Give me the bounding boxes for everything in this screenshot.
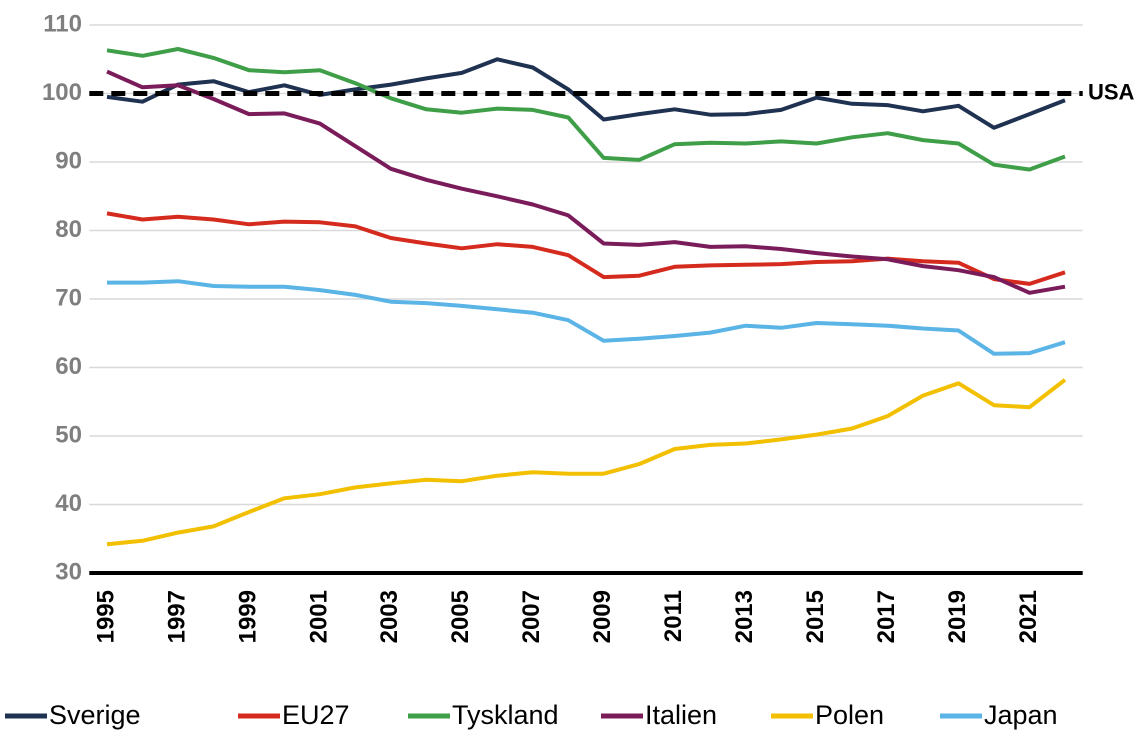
x-tick-label: 2005: [447, 590, 474, 643]
legend-label: Tyskland: [452, 700, 559, 730]
legend-label: Japan: [984, 700, 1058, 730]
y-tick-label: 70: [55, 284, 82, 311]
y-tick-label: 30: [55, 558, 82, 585]
x-tick-label: 2019: [944, 590, 971, 643]
x-tick-label: 2003: [376, 590, 403, 643]
series-line: [106, 211, 1066, 286]
x-tick-label: 2011: [660, 590, 687, 642]
y-tick-label: 100: [42, 79, 82, 106]
x-tick-label: 1997: [163, 590, 190, 643]
x-tick-label: 1999: [234, 590, 261, 643]
y-tick-label: 50: [55, 421, 82, 448]
y-tick-label: 40: [55, 490, 82, 517]
y-tick-label: 60: [55, 353, 82, 380]
x-tick-label: 2009: [589, 590, 616, 643]
x-tick-label: 2007: [518, 590, 545, 643]
reference-label: USA: [1088, 79, 1135, 104]
x-tick-label: 2017: [873, 590, 900, 643]
legend-label: EU27: [282, 700, 350, 730]
y-tick-label: 80: [55, 216, 82, 243]
legend-label: Polen: [815, 700, 884, 730]
x-tick-label: 2015: [802, 590, 829, 643]
x-tick-label: 1995: [92, 590, 119, 643]
series-line: [106, 378, 1067, 547]
y-tick-label: 90: [55, 147, 82, 174]
legend-label: Sverige: [49, 700, 141, 730]
y-tick-label: 110: [43, 10, 82, 37]
x-tick-label: 2013: [731, 590, 758, 643]
series-line: [106, 47, 1066, 172]
series-line: [106, 69, 1066, 295]
legend-label: Italien: [645, 700, 717, 730]
x-tick-label: 2001: [305, 590, 332, 643]
series-line: [106, 57, 1066, 130]
x-tick-label: 2021: [1015, 590, 1042, 643]
series-line: [107, 279, 1066, 356]
